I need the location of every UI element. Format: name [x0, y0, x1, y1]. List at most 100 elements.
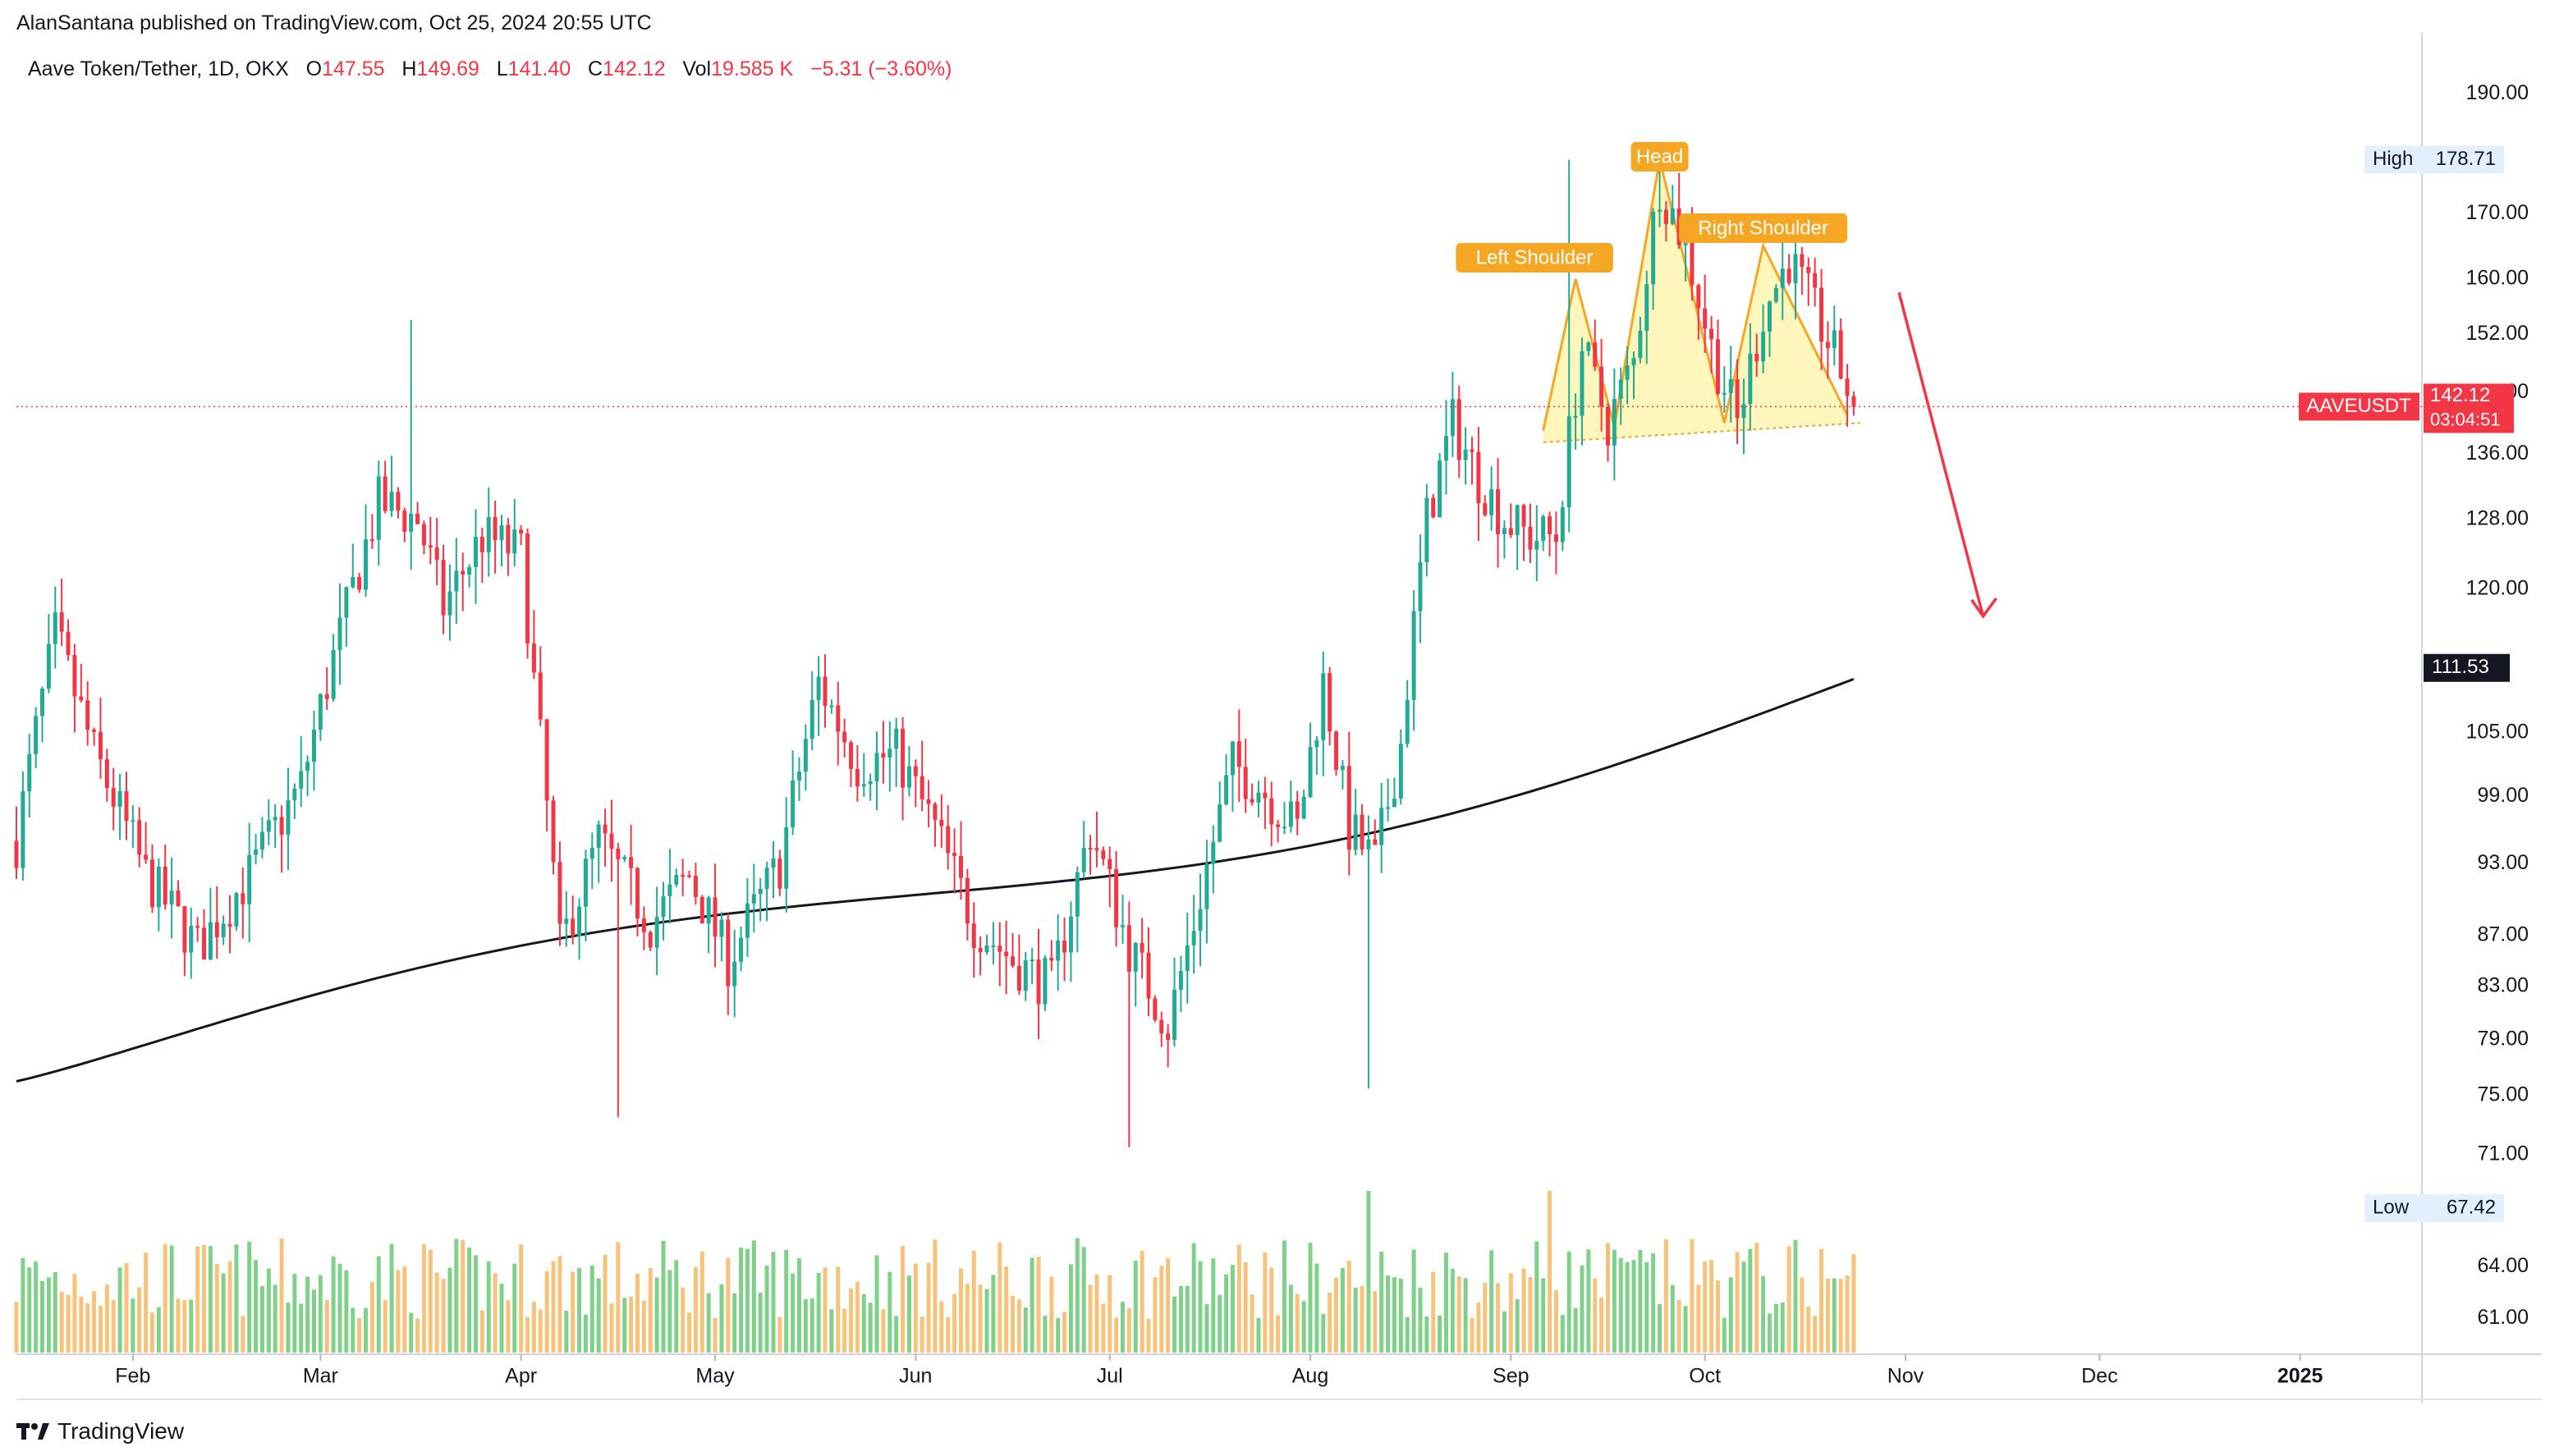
volume-bar [1424, 1316, 1429, 1353]
candle-body [629, 857, 634, 868]
symbol-name[interactable]: Aave Token/Tether, 1D, OKX [28, 57, 289, 80]
volume-bar [1114, 1317, 1119, 1353]
candle-body [823, 676, 828, 707]
candle-body [784, 826, 789, 889]
volume-bar [557, 1256, 562, 1353]
volume-bar [1470, 1317, 1475, 1353]
candle-body [1159, 1019, 1164, 1034]
volume-bar [1178, 1285, 1183, 1353]
volume-bar [1288, 1284, 1293, 1353]
volume-bar [1780, 1302, 1785, 1353]
candle-body [486, 517, 491, 552]
x-tick-label: Apr [505, 1365, 537, 1388]
volume-bar [286, 1303, 291, 1353]
volume-bar [1696, 1284, 1701, 1353]
candle-body [1373, 839, 1378, 845]
candle-body [842, 731, 847, 743]
volume-bar [589, 1265, 594, 1353]
candle-body [616, 849, 621, 859]
candle-body [376, 476, 381, 540]
tradingview-brand[interactable]: TradingView [16, 1418, 184, 1445]
volume-bar [991, 1275, 996, 1353]
volume-bar [1748, 1248, 1753, 1353]
candle-body [137, 820, 142, 855]
candle-body [59, 612, 64, 632]
candle-body [849, 742, 854, 769]
volume-bar [1295, 1293, 1300, 1353]
volume-bar [1709, 1259, 1714, 1353]
high-marker-value: 178.71 [2436, 148, 2496, 170]
candle-body [1515, 505, 1520, 535]
volume-bar [1230, 1265, 1235, 1353]
volume-bar [1308, 1243, 1313, 1353]
candle-body [479, 536, 484, 552]
candle-body [1036, 959, 1041, 1005]
candle-body [221, 923, 226, 937]
candle-body [318, 694, 323, 730]
volume-bar [796, 1257, 801, 1353]
candle-body [247, 854, 252, 904]
candle-body [1295, 801, 1300, 819]
candle-body [1236, 741, 1241, 767]
candle-body [564, 918, 569, 924]
candle-body [428, 545, 433, 548]
candle-body [117, 790, 122, 807]
volume-bar [1443, 1252, 1448, 1353]
candle-body [415, 513, 420, 524]
volume-bar [1068, 1264, 1073, 1353]
candle-body [1754, 353, 1759, 362]
volume-bar [1786, 1246, 1791, 1353]
candle-body [1476, 451, 1481, 504]
y-tick-label: 128.00 [2466, 507, 2529, 530]
candle-body [1146, 952, 1151, 999]
candle-body [1398, 744, 1403, 799]
candle-body [1062, 941, 1067, 953]
volume-bar [163, 1244, 167, 1353]
candle-body [72, 655, 77, 697]
volume-bar [1062, 1312, 1067, 1353]
candle-body [331, 649, 336, 699]
volume-bar [629, 1296, 634, 1353]
candle-body [1424, 497, 1429, 562]
candle-body [1075, 872, 1080, 917]
volume-bar [202, 1244, 207, 1353]
candle-body [1056, 941, 1061, 961]
volume-bar [1502, 1311, 1507, 1353]
volume-bar [1599, 1297, 1604, 1353]
volume-bar [978, 1284, 983, 1353]
candle-body [1483, 503, 1488, 515]
volume-bar [1483, 1282, 1488, 1353]
candle-body [861, 784, 866, 787]
volume-bar [402, 1266, 407, 1353]
volume-bar [499, 1284, 504, 1353]
volume-bar [564, 1311, 569, 1353]
candle-body [1023, 959, 1028, 991]
candle-body [1256, 792, 1261, 803]
volume-bar [1166, 1257, 1171, 1353]
volume-bar [803, 1298, 808, 1353]
volume-bar [1521, 1268, 1526, 1353]
volume-bar [1301, 1301, 1306, 1353]
candle-body [299, 771, 304, 789]
volume-bar [92, 1291, 97, 1353]
volume-bar [726, 1257, 731, 1353]
candle-body [751, 894, 756, 904]
volume-bar [1663, 1239, 1668, 1353]
y-tick-label: 170.00 [2466, 201, 2529, 224]
last-price-bg [2424, 383, 2514, 433]
symbol-tag-bg [2299, 392, 2419, 421]
volume-bar [913, 1263, 918, 1353]
volume-bar [111, 1299, 116, 1353]
candle-body [512, 529, 517, 554]
candle-body [351, 577, 355, 588]
volume-bar [998, 1242, 1002, 1353]
volume-bar [1489, 1250, 1494, 1353]
candle-body [991, 945, 996, 948]
candle-body [214, 922, 219, 937]
candle-body [1314, 739, 1319, 748]
volume-bar [434, 1272, 439, 1353]
candle-body [596, 824, 601, 848]
candle-body [169, 891, 174, 904]
volume-bar [939, 1301, 944, 1353]
